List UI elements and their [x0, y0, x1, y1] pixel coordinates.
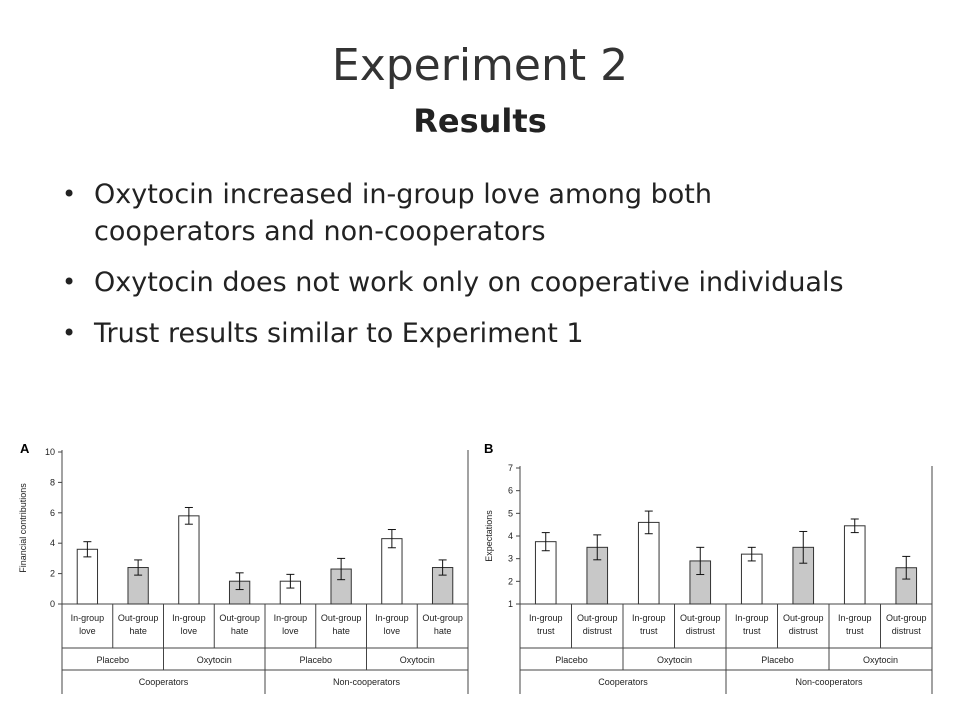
condition-label: Oxytocin	[863, 655, 898, 665]
category-label: Out-group	[783, 613, 824, 623]
category-label: love	[384, 626, 401, 636]
bullet-text: Trust results similar to Experiment 1	[94, 318, 584, 349]
bullet-text: Oxytocin does not work only on cooperati…	[94, 267, 844, 298]
bar	[76, 548, 99, 605]
condition-label: Placebo	[761, 655, 794, 665]
category-label: In-group	[529, 613, 563, 623]
condition-label: Placebo	[299, 655, 332, 665]
bullet-item: • Oxytocin does not work only on cooperat…	[58, 264, 878, 301]
category-label: In-group	[632, 613, 666, 623]
category-label: Out-group	[118, 613, 159, 623]
category-label: In-group	[375, 613, 409, 623]
y-tick-label: 8	[50, 477, 55, 487]
bar	[178, 515, 200, 605]
group-label: Cooperators	[598, 677, 648, 687]
category-label: trust	[640, 626, 658, 636]
bar	[740, 553, 763, 605]
condition-label: Oxytocin	[400, 655, 435, 665]
category-label: distrust	[686, 626, 716, 636]
y-tick-label: 2	[50, 569, 55, 579]
category-label: trust	[537, 626, 555, 636]
group-label: Non-cooperators	[795, 677, 863, 687]
y-tick-label: 10	[45, 447, 55, 457]
y-axis-label: Expectations	[484, 510, 494, 562]
category-label: In-group	[735, 613, 769, 623]
bullet-dot-icon: •	[62, 319, 77, 347]
bullet-list: • Oxytocin increased in-group love among …	[58, 176, 878, 366]
panel-label: B	[484, 441, 493, 456]
y-tick-label: 6	[508, 486, 513, 496]
group-label: Cooperators	[139, 677, 189, 687]
bar	[843, 525, 866, 605]
y-tick-label: 4	[508, 531, 513, 541]
panel-label: A	[20, 441, 30, 456]
condition-label: Placebo	[96, 655, 129, 665]
category-label: love	[181, 626, 198, 636]
bullet-text: Oxytocin increased in-group love among b…	[94, 179, 712, 247]
category-label: Out-group	[886, 613, 927, 623]
category-label: distrust	[789, 626, 819, 636]
bullet-dot-icon: •	[62, 180, 77, 208]
category-label: In-group	[71, 613, 105, 623]
category-label: Out-group	[422, 613, 463, 623]
y-tick-label: 5	[508, 508, 513, 518]
slide-subtitle: Results	[413, 102, 547, 140]
slide-title: Experiment 2	[331, 40, 629, 91]
category-label: Out-group	[321, 613, 362, 623]
condition-label: Oxytocin	[197, 655, 232, 665]
category-label: hate	[129, 626, 147, 636]
category-label: distrust	[583, 626, 613, 636]
category-label: hate	[231, 626, 249, 636]
chart-panel-a: A 0 2 4 6 8 10 Financial contributions In-group l…	[18, 441, 469, 694]
y-tick-label: 2	[508, 576, 513, 586]
y-tick-label: 7	[508, 463, 513, 473]
category-label: love	[79, 626, 96, 636]
category-label: love	[282, 626, 299, 636]
condition-label: Oxytocin	[657, 655, 692, 665]
bullet-item: • Oxytocin increased in-group love among …	[58, 176, 878, 250]
category-label: Out-group	[219, 613, 260, 623]
y-tick-label: 0	[50, 599, 55, 609]
bar	[637, 521, 660, 605]
y-tick-label: 6	[50, 508, 55, 518]
category-label: In-group	[838, 613, 872, 623]
y-tick-label: 4	[50, 538, 55, 548]
category-label: trust	[846, 626, 864, 636]
y-axis-label: Financial contributions	[18, 483, 28, 573]
chart-panel-b: B 1 2 3 4 5 6 7 Expectations In-group trust Out-gro…	[484, 441, 933, 694]
condition-label: Placebo	[555, 655, 588, 665]
group-label: Non-cooperators	[333, 677, 401, 687]
category-label: Out-group	[680, 613, 721, 623]
bullet-dot-icon: •	[62, 268, 77, 296]
category-label: hate	[332, 626, 350, 636]
category-label: hate	[434, 626, 452, 636]
category-label: Out-group	[577, 613, 618, 623]
bar	[381, 538, 403, 605]
category-label: distrust	[892, 626, 922, 636]
y-tick-label: 3	[508, 554, 513, 564]
category-label: trust	[743, 626, 761, 636]
bullet-item: • Trust results similar to Experiment 1	[58, 315, 878, 352]
category-label: In-group	[274, 613, 308, 623]
y-tick-label: 1	[508, 599, 513, 609]
category-label: In-group	[172, 613, 206, 623]
